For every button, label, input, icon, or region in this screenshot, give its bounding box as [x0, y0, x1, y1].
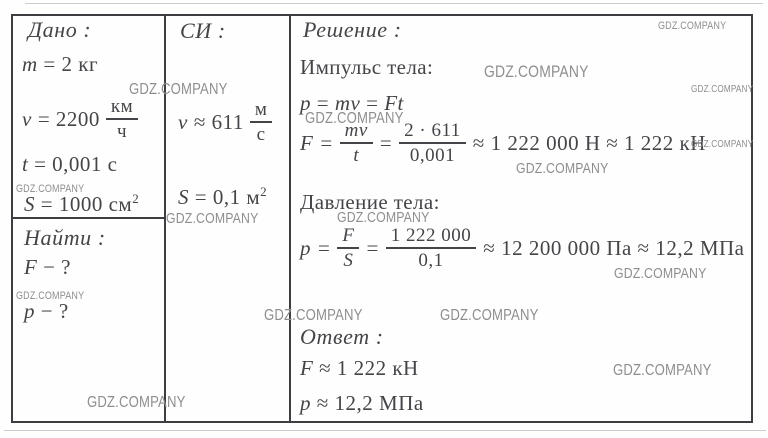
watermark: GDZ.COMPANY — [516, 160, 609, 177]
pressure-frac2-num: 1 222 000 — [385, 225, 477, 249]
watermark: GDZ.COMPANY — [129, 81, 228, 98]
si-area-exponent: 2 — [260, 184, 267, 199]
watermark: GDZ.COMPANY — [658, 20, 727, 32]
si-velocity-unit-den: с — [256, 124, 266, 145]
si-area: S = 0,1 м2 — [178, 184, 267, 210]
given-find-divider — [11, 217, 165, 219]
pressure-formula: p = F S = 1 222 000 0,1 ≈ 12 200 000 Па … — [300, 224, 745, 272]
force-frac1-num: mv — [339, 120, 373, 144]
watermark: GDZ.COMPANY — [613, 362, 712, 379]
force-frac1-den: t — [353, 145, 360, 166]
answer-pressure-value: ≈ 12,2 МПа — [316, 391, 424, 415]
given-velocity-value: = 2200 — [37, 106, 100, 131]
force-fraction-symbolic: mv t — [339, 120, 373, 167]
pressure-result: ≈ 12 200 000 Па ≈ 12,2 МПа — [483, 235, 745, 260]
watermark: GDZ.COMPANY — [440, 307, 539, 324]
impulse-mv: mv — [334, 91, 361, 115]
given-title: Дано : — [28, 17, 92, 42]
answer-pressure: p ≈ 12,2 МПа — [300, 391, 424, 416]
find-force-var: F — [24, 255, 38, 279]
given-velocity-var: v — [22, 106, 32, 131]
given-mass-var: m — [22, 52, 38, 76]
si-title: СИ : — [180, 18, 226, 43]
pressure-eq1: = — [318, 235, 331, 260]
given-area-value: = 1000 см — [40, 192, 133, 216]
impulse-p: p — [300, 91, 311, 115]
force-eq1: = — [320, 130, 333, 155]
pressure-fraction-numeric: 1 222 000 0,1 — [385, 225, 477, 272]
given-velocity-unit-den: ч — [117, 121, 128, 142]
given-velocity: v = 2200 км ч — [22, 94, 139, 144]
si-area-value: = 0,1 м — [194, 185, 261, 209]
pressure-fraction-symbolic: F S — [337, 225, 360, 272]
force-eq2: = — [379, 130, 393, 155]
watermark: GDZ.COMPANY — [264, 307, 363, 324]
force-frac2-num: 2 · 611 — [399, 120, 466, 144]
given-area: S = 1000 см2 — [24, 191, 139, 217]
impulse-formula: p = mv = Ft — [300, 91, 404, 116]
force-var: F — [300, 130, 314, 155]
force-fraction-numeric: 2 · 611 0,001 — [399, 120, 466, 167]
watermark: GDZ.COMPANY — [16, 290, 85, 302]
column-divider-si-solution — [289, 14, 291, 421]
impulse-heading: Импульс тела: — [300, 55, 434, 79]
scan-artifact-line-bottom — [4, 430, 766, 431]
si-velocity-unit-fraction: м с — [249, 99, 273, 146]
watermark: GDZ.COMPANY — [305, 110, 404, 127]
si-velocity: v ≈ 611 м с — [178, 98, 273, 146]
watermark: GDZ.COMPANY — [484, 62, 589, 81]
impulse-eq1: = — [316, 91, 330, 115]
watermark: GDZ.COMPANY — [166, 210, 259, 227]
impulse-ft: Ft — [384, 91, 404, 115]
watermark: GDZ.COMPANY — [691, 139, 754, 150]
solution-title: Решение : — [303, 17, 402, 42]
si-velocity-var: v — [178, 109, 188, 134]
given-mass: m = 2 кг — [22, 52, 98, 77]
given-mass-value: = 2 кг — [43, 52, 99, 76]
find-force: F − ? — [24, 255, 71, 280]
force-result: ≈ 1 222 000 Н ≈ 1 222 кН — [472, 130, 706, 155]
answer-title: Ответ : — [300, 324, 384, 349]
watermark: GDZ.COMPANY — [87, 394, 186, 411]
scan-artifact-line-top — [25, 3, 763, 4]
impulse-eq2: = — [366, 91, 379, 115]
find-pressure-question: − ? — [40, 299, 69, 323]
column-divider-given-si — [164, 14, 166, 421]
watermark: GDZ.COMPANY — [614, 265, 707, 282]
force-formula: F = mv t = 2 · 611 0,001 ≈ 1 222 000 Н ≈… — [300, 120, 706, 166]
given-velocity-unit-num: км — [105, 96, 139, 120]
watermark: GDZ.COMPANY — [691, 84, 754, 95]
find-title: Найти : — [24, 225, 106, 250]
si-area-var: S — [178, 185, 189, 209]
given-time-var: t — [22, 152, 29, 176]
answer-force: F ≈ 1 222 кН — [300, 356, 419, 381]
find-pressure: p − ? — [24, 299, 69, 324]
find-pressure-var: p — [24, 299, 35, 323]
pressure-frac1-num: F — [337, 225, 360, 249]
pressure-var: p — [300, 235, 311, 260]
answer-force-value: ≈ 1 222 кН — [319, 356, 419, 380]
find-force-question: − ? — [43, 255, 71, 279]
watermark: GDZ.COMPANY — [16, 183, 85, 195]
given-time: t = 0,001 с — [22, 152, 118, 177]
si-velocity-value: ≈ 611 — [193, 109, 244, 134]
si-velocity-unit-num: м — [249, 99, 273, 123]
answer-force-var: F — [300, 356, 314, 380]
watermark: GDZ.COMPANY — [337, 209, 430, 226]
force-frac2-den: 0,001 — [409, 145, 456, 166]
pressure-heading: Давление тела: — [300, 190, 440, 214]
answer-pressure-var: p — [300, 391, 311, 415]
pressure-frac2-den: 0,1 — [418, 250, 444, 271]
given-area-exponent: 2 — [132, 191, 139, 206]
given-area-var: S — [24, 192, 35, 216]
given-velocity-unit-fraction: км ч — [105, 96, 139, 143]
pressure-frac1-den: S — [343, 250, 354, 271]
given-time-value: = 0,001 с — [34, 152, 118, 176]
pressure-eq2: = — [366, 235, 379, 260]
